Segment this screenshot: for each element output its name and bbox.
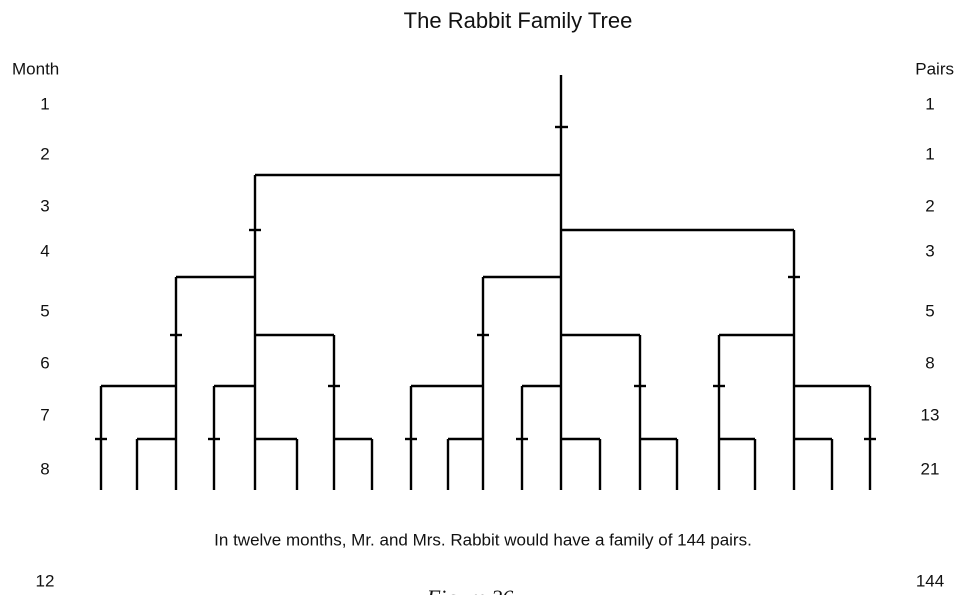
- final-month: 12: [36, 571, 55, 590]
- pairs-label: 13: [921, 405, 940, 424]
- caption: In twelve months, Mr. and Mrs. Rabbit wo…: [214, 530, 752, 549]
- family-tree: [95, 75, 876, 490]
- figure-label: Figure 26: [426, 585, 514, 595]
- pairs-label: 1: [925, 144, 934, 163]
- pairs-label: 21: [921, 459, 940, 478]
- month-label: 3: [40, 196, 49, 215]
- month-label: 1: [40, 94, 49, 113]
- pairs-header: Pairs: [915, 59, 954, 78]
- month-label: 8: [40, 459, 49, 478]
- final-pairs: 144: [916, 571, 944, 590]
- month-label: 4: [40, 241, 49, 260]
- pairs-label: 3: [925, 241, 934, 260]
- pairs-label: 1: [925, 94, 934, 113]
- month-header: Month: [12, 59, 59, 78]
- title: The Rabbit Family Tree: [404, 8, 633, 33]
- pairs-label: 8: [925, 353, 934, 372]
- month-label: 2: [40, 144, 49, 163]
- month-label: 7: [40, 405, 49, 424]
- pairs-label: 5: [925, 301, 934, 320]
- month-label: 6: [40, 353, 49, 372]
- pairs-label: 2: [925, 196, 934, 215]
- month-label: 5: [40, 301, 49, 320]
